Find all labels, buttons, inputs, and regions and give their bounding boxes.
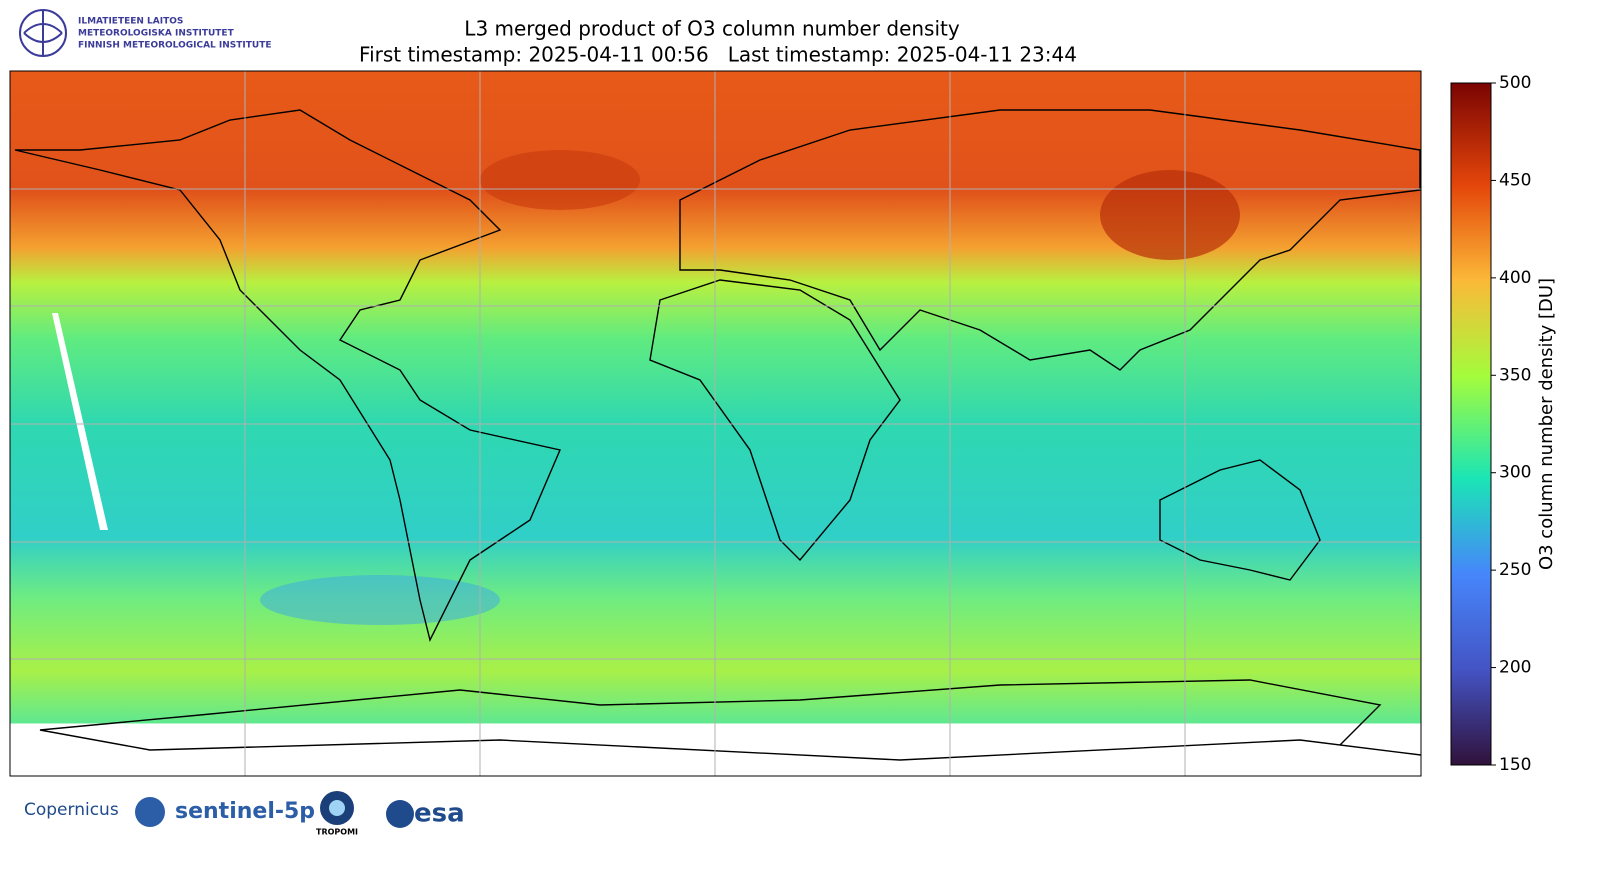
colorbar-tick-label: 400 xyxy=(1499,268,1531,288)
colorbar-ramp xyxy=(1450,82,1492,766)
ozone-low xyxy=(260,575,500,625)
logo-icon xyxy=(386,800,414,828)
institute-name: METEOROLOGISKA INSTITUTET xyxy=(78,29,235,39)
ozone-high xyxy=(1100,170,1240,260)
colorbar-tick-label: 450 xyxy=(1499,170,1531,190)
colorbar-tick-label: 500 xyxy=(1499,73,1531,93)
data-gap xyxy=(52,313,108,530)
colorbar-tick-label: 300 xyxy=(1499,463,1531,483)
colorbar-label: O3 column number density [DU] xyxy=(1536,278,1557,570)
title: L3 merged product of O3 column number de… xyxy=(464,17,960,41)
colorbar-tick-label: 350 xyxy=(1499,365,1531,385)
logo-text: sentinel-5p xyxy=(175,799,315,824)
colorbar-tick-label: 200 xyxy=(1499,658,1531,678)
colorbar-tick-label: 250 xyxy=(1499,560,1531,580)
logo-icon xyxy=(135,797,165,827)
map xyxy=(9,70,1422,777)
institute-name: FINNISH METEOROLOGICAL INSTITUTE xyxy=(78,41,272,51)
map-frame xyxy=(9,70,1422,777)
institute-logo: ILMATIETEEN LAITOS METEOROLOGISKA INSTIT… xyxy=(19,9,272,57)
logo-text: Copernicus xyxy=(24,800,119,820)
footer-logos: Copernicus sentinel-5p TROPOMI esa xyxy=(24,791,465,837)
subtitle: First timestamp: 2025-04-11 00:56 Last t… xyxy=(359,43,1077,67)
institute-name: ILMATIETEEN LAITOS xyxy=(78,17,183,27)
logo-icon xyxy=(329,800,345,816)
logo-text: esa xyxy=(414,799,465,829)
graticule xyxy=(10,71,1421,776)
colorbar: O3 column number density [DU] 150 200 250 3… xyxy=(1450,73,1557,775)
coastlines xyxy=(14,109,1422,761)
ozone-high xyxy=(480,150,640,210)
colorbar-tick-label: 150 xyxy=(1499,755,1531,775)
logo-text: TROPOMI xyxy=(316,828,358,837)
